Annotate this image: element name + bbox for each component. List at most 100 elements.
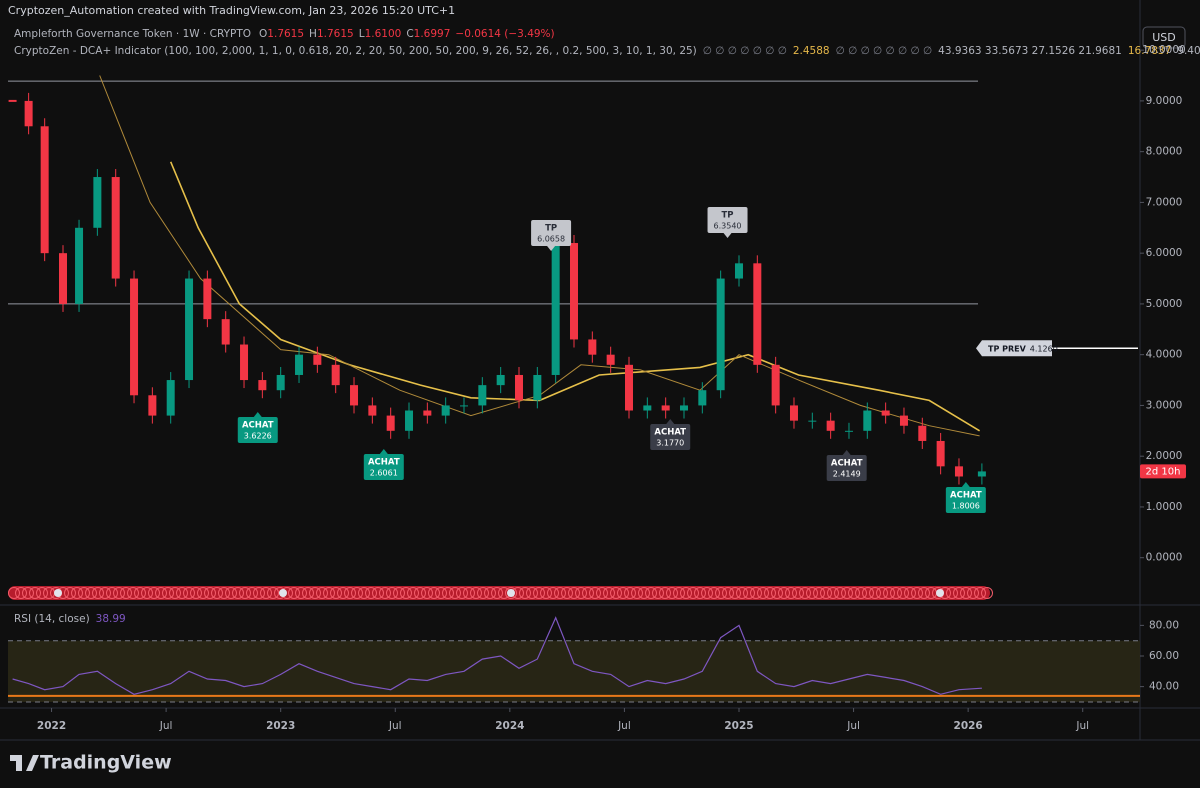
marker [120,587,132,599]
marker [981,587,993,599]
candle [789,405,798,421]
marker [792,587,804,599]
marker [918,587,930,599]
marker [15,587,27,599]
candle [734,263,743,279]
marker [722,587,734,599]
logo-mark [10,755,39,771]
marker [477,587,489,599]
x-tick-label: 2023 [266,720,295,732]
signal-value: 3.6226 [244,432,272,441]
candle [570,243,578,340]
signal-box [945,487,986,513]
marker [204,587,216,599]
currency-button[interactable] [1142,26,1186,49]
candle [331,364,340,386]
candle [936,440,945,467]
symbol: Ampleforth Governance Token · 1W · CRYPT… [14,28,251,40]
marker [841,587,853,599]
signal-title: ACHAT [831,459,863,469]
marker [554,587,566,599]
marker [358,587,370,599]
x-tick-label: 2024 [495,720,524,732]
y-tick-label: 80.00 [1149,619,1179,631]
signal-label: TP6.3540 [707,207,748,238]
moving-average [99,75,980,437]
marker [113,587,125,599]
marker [463,587,475,599]
marker [610,587,622,599]
marker [540,587,552,599]
marker [897,587,909,599]
marker-alt [279,589,287,597]
candle [276,374,285,391]
marker [134,587,146,599]
signal-title: TP [545,224,557,234]
candle [93,177,102,228]
marker [386,587,398,599]
candle [368,405,377,416]
candle [350,385,359,406]
rsi-band [8,640,1140,702]
marker [659,587,671,599]
marker [694,587,706,599]
marker [162,587,174,599]
candle [24,100,33,127]
marker [967,587,979,599]
marker [456,587,468,599]
y-tick-label: 4.0000 [1146,349,1183,361]
candle [716,278,725,391]
marker [736,587,748,599]
tp-prev-title: TP PREV [988,344,1027,353]
ohlc-name: O [259,28,267,40]
marker [806,587,818,599]
ohlc-value: 1.6100 [365,28,402,40]
marker [288,587,300,599]
candle [478,385,487,406]
marker [449,587,461,599]
candle [918,425,927,441]
marker [561,587,573,599]
marker [148,587,160,599]
signal-box [363,454,404,480]
candle [423,410,432,416]
marker [834,587,846,599]
candle [753,263,762,365]
rsi-legend: RSI (14, close) 38.99 [14,613,126,625]
signal-value: 3.1770 [656,439,684,448]
y-tick-label: 9.0000 [1146,95,1183,107]
indicator-line: CryptoZen - DCA+ Indicator (100, 100, 2,… [14,45,1200,57]
marker [526,587,538,599]
currency[interactable]: USD [1152,31,1176,44]
candle [441,405,450,416]
y-tick-label: 10.0000 [1142,44,1185,56]
candle [496,374,505,386]
candle [954,466,963,477]
x-tick-label: Jul [1075,720,1089,732]
marker [904,587,916,599]
marker [743,587,755,599]
marker [218,587,230,599]
candle [698,390,707,406]
ohlc-name: H [309,28,317,40]
marker [330,587,342,599]
ohlc-name: C [406,28,413,40]
marker [246,587,258,599]
marker [365,587,377,599]
marker [36,587,48,599]
candle [679,405,688,411]
x-tick-label: Jul [846,720,860,732]
marker [64,587,76,599]
y-tick-label: 0.0000 [1146,552,1183,564]
x-tick-label: 2022 [37,720,66,732]
symbol-line: Ampleforth Governance Token · 1W · CRYPT… [14,28,555,40]
marker [869,587,881,599]
marker [890,587,902,599]
signal-title: TP [722,211,734,221]
candle [533,374,542,401]
marker [99,587,111,599]
rsi-title: RSI (14, close) [14,613,90,625]
